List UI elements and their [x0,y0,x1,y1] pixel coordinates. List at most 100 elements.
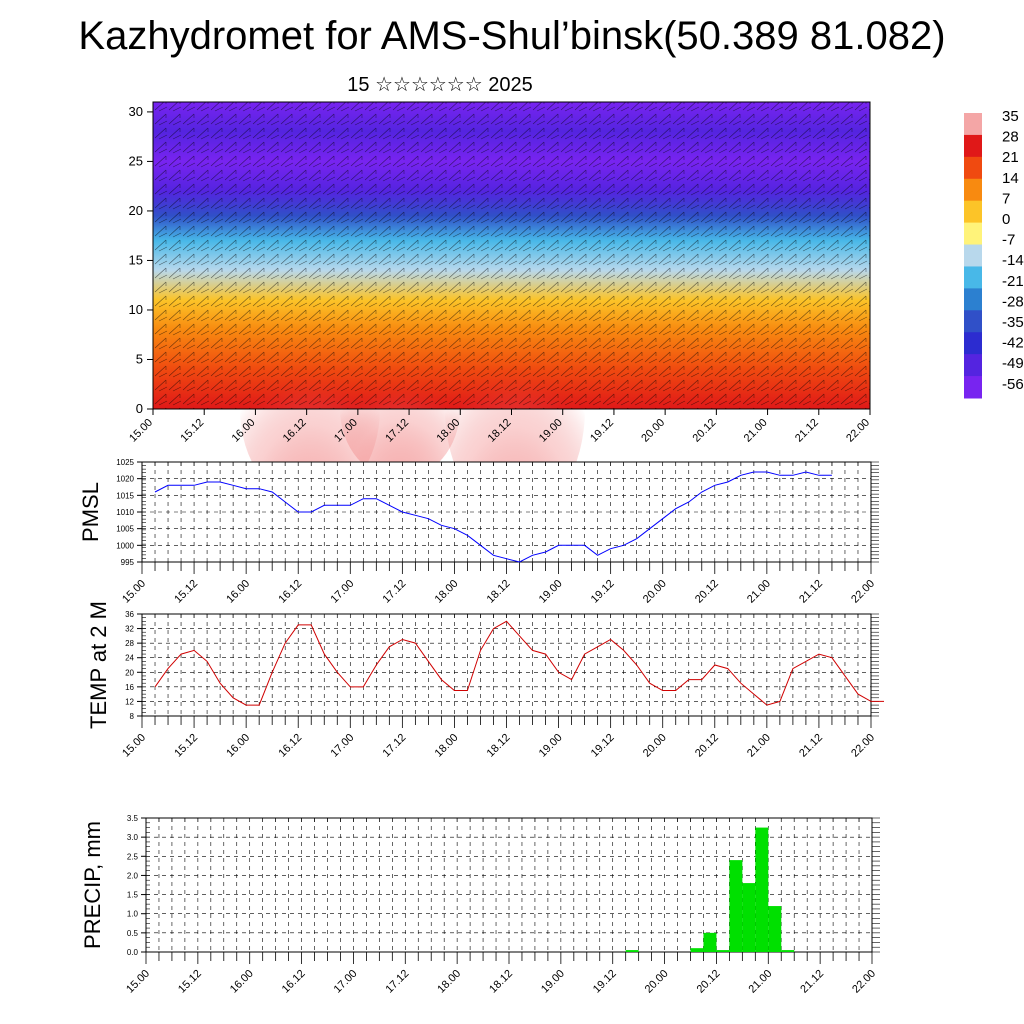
temp-x-tick-label: 18.00 [433,732,461,760]
pmsl-y-tick-label: 995 [121,558,135,567]
precip-x-tick-label: 22.00 [850,968,878,996]
heatmap-y-tick-label: 30 [129,104,143,119]
precip-y-tick-label: 3.0 [127,833,139,842]
temp-x-tick-label: 16.12 [276,732,304,760]
pmsl-x-tick-label: 19.00 [537,578,565,606]
temp-line [154,620,884,706]
colorbar-label: 21 [1002,149,1019,166]
precip-x-tick-label: 20.12 [695,968,723,996]
precip-x-tick-label: 16.00 [228,968,256,996]
temp-x-tick-label: 22.00 [849,732,877,760]
pmsl-y-tick-label: 1010 [116,508,134,517]
precip-x-tick-label: 21.12 [798,968,826,996]
heatmap-x-tick-label: 20.00 [639,417,667,445]
precip-x-tick-label: 19.12 [591,968,619,996]
pmsl-x-tick-label: 18.00 [433,578,461,606]
colorbar-label: 35 [1002,108,1019,125]
pmsl-x-tick-label: 15.00 [120,578,148,606]
temp-x-tick-label: 19.00 [537,732,565,760]
precip-y-tick-label: 2.5 [127,852,139,861]
colorbar-swatch [964,178,982,202]
precip-y-axis-label: PRECIP, mm [80,821,105,949]
colorbar-swatch [964,332,982,355]
precip-bar [716,950,730,952]
temp-x-tick-label: 18.12 [485,732,513,760]
pmsl-x-tick-label: 21.00 [745,578,773,606]
colorbar-swatch [964,134,982,158]
precip-bar [703,932,717,952]
pmsl-x-tick-label: 17.12 [381,578,409,606]
colorbar-label: 7 [1002,190,1010,207]
heatmap-x-tick-label: 21.12 [793,417,821,445]
temp-y-tick-label: 8 [130,712,135,721]
temp-y-tick-label: 24 [125,654,134,663]
precip-y-tick-label: 0.0 [127,948,139,957]
colorbar-label: -7 [1002,232,1015,249]
colorbar-swatch [964,266,982,289]
wind-vectors [153,102,870,409]
temp-y-tick-label: 20 [125,668,134,677]
heatmap-y-tick-label: 10 [129,302,143,317]
heatmap-y-tick-label: 25 [129,153,143,168]
temp-x-tick-label: 17.12 [381,732,409,760]
colorbar-label: -28 [1002,293,1024,310]
pmsl-x-tick-label: 21.12 [797,578,825,606]
pmsl-x-tick-label: 18.12 [485,578,513,606]
pmsl-x-tick-label: 19.12 [589,578,617,606]
chart-subtitle: 15 ☆☆☆☆☆☆ 2025 [347,74,533,96]
heatmap-y-tick-label: 0 [136,401,143,416]
temp-x-tick-label: 15.12 [172,732,200,760]
pmsl-x-tick-label: 17.00 [328,578,356,606]
colorbar-label: -21 [1002,273,1024,290]
precip-bar [781,950,795,952]
heatmap-x-tick-label: 21.00 [742,417,770,445]
colorbar-swatch [964,244,982,267]
colorbar-label: -42 [1002,335,1024,352]
pmsl-y-tick-label: 1020 [116,475,134,484]
precip-x-tick-label: 21.00 [746,968,774,996]
colorbar-label: -14 [1002,252,1024,269]
temp-x-tick-label: 16.00 [224,732,252,760]
chart-title: Kazhydromet for AMS-Shul’binsk(50.389 81… [78,14,946,58]
colorbar-swatch [964,288,982,311]
precip-bar [755,827,769,952]
precip-x-tick-label: 18.12 [487,968,515,996]
precip-x-tick-label: 18.00 [435,968,463,996]
colorbar-swatch [964,376,982,399]
heatmap-x-tick-label: 20.12 [691,417,719,445]
precip-x-tick-label: 15.00 [124,968,152,996]
pmsl-line [154,471,832,563]
heatmap-x-tick-label: 15.00 [127,417,155,445]
pmsl-y-tick-label: 1025 [116,458,134,467]
precip-panel: 0.0 0.5 1.0 1.5 2.0 2.5 3.0 3.5 15.00 15.12 16.00 1… [80,814,880,996]
pmsl-y-tick-label: 1015 [116,491,134,500]
colorbar-label: 14 [1002,170,1019,187]
colorbar-label: -49 [1002,355,1024,372]
pmsl-x-tick-label: 16.00 [224,578,252,606]
temp-y-tick-label: 36 [125,610,134,619]
colorbar-label: -35 [1002,314,1024,331]
colorbar-label: 28 [1002,129,1019,146]
pmsl-x-tick-label: 20.00 [641,578,669,606]
heatmap-x-tick-label: 22.00 [844,417,872,445]
pmsl-x-tick-label: 16.12 [276,578,304,606]
temp-x-tick-label: 20.12 [693,732,721,760]
precip-y-tick-label: 1.0 [127,910,139,919]
colorbar-label: 0 [1002,211,1010,228]
precip-x-tick-label: 20.00 [643,968,671,996]
temp-2m-panel: 8 12 16 20 24 28 32 36 15.00 15.12 16.00 16.12 17.00… [86,601,884,760]
temp-y-tick-label: 28 [125,639,134,648]
colorbar-swatch [964,222,982,246]
temp-x-tick-label: 17.00 [328,732,356,760]
heatmap-y-tick-label: 20 [129,203,143,218]
colorbar-swatch [964,310,982,333]
temp-x-tick-label: 21.00 [745,732,773,760]
colorbar-swatch [964,156,982,180]
precip-y-tick-label: 2.0 [127,871,139,880]
precip-x-tick-label: 17.00 [332,968,360,996]
precip-bar [625,950,639,952]
temp-x-tick-label: 19.12 [589,732,617,760]
pmsl-x-tick-label: 22.00 [849,578,877,606]
pmsl-y-tick-label: 1000 [116,541,134,550]
